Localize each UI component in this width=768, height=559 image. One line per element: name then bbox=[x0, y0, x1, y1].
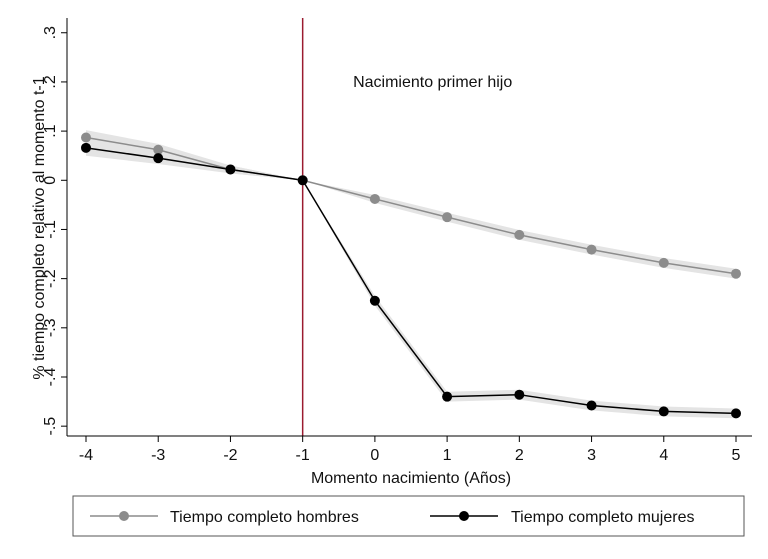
legend-frame bbox=[72, 495, 745, 537]
y-tick-label: -.3 bbox=[42, 318, 59, 337]
legend: Tiempo completo hombres Tiempo completo … bbox=[72, 495, 745, 537]
confidence-band-0 bbox=[86, 130, 736, 279]
y-tick-label: 0 bbox=[42, 176, 59, 185]
data-point bbox=[514, 229, 525, 240]
series-line-0 bbox=[85, 136, 737, 275]
confidence-bands bbox=[86, 130, 736, 419]
data-point bbox=[586, 400, 597, 411]
legend-label-hombres: Tiempo completo hombres bbox=[170, 509, 359, 526]
x-tick-label: 3 bbox=[587, 447, 596, 464]
y-axis-label: % tiempo completo relativo al momento t-… bbox=[31, 76, 48, 379]
data-point bbox=[369, 193, 380, 204]
data-point bbox=[81, 142, 91, 153]
x-tick-label: 0 bbox=[370, 447, 379, 464]
series-line-1 bbox=[85, 147, 737, 415]
data-point bbox=[153, 144, 164, 155]
y-ticks: .3 .2 .1 0 -.1 -.2 -.3 -.4 -.5 bbox=[42, 26, 67, 436]
x-tick-label: -2 bbox=[223, 447, 237, 464]
x-tick-label: -3 bbox=[151, 447, 165, 464]
x-tick-label: -4 bbox=[79, 447, 93, 464]
x-tick-label: 1 bbox=[443, 447, 452, 464]
x-tick-label: 5 bbox=[732, 447, 741, 464]
data-point bbox=[731, 408, 741, 419]
series-lines bbox=[85, 136, 737, 415]
x-axis-label: Momento nacimiento (Años) bbox=[311, 470, 511, 487]
x-tick-label: 2 bbox=[515, 447, 524, 464]
y-tick-label: .3 bbox=[42, 26, 59, 39]
data-point bbox=[658, 406, 669, 417]
x-ticks: -4 -3 -2 -1 0 1 2 3 4 5 bbox=[79, 436, 741, 464]
x-tick-label: -1 bbox=[296, 447, 310, 464]
y-tick-label: -.2 bbox=[42, 269, 59, 288]
y-tick-label: -.4 bbox=[42, 368, 59, 387]
data-point bbox=[442, 212, 453, 223]
x-tick-label: 4 bbox=[659, 447, 668, 464]
y-tick-label: -.5 bbox=[42, 417, 59, 436]
series-points bbox=[81, 132, 741, 419]
annotation: Nacimiento primer hijo bbox=[353, 74, 512, 91]
legend-label-mujeres: Tiempo completo mujeres bbox=[511, 509, 694, 526]
legend-marker-hombres bbox=[119, 511, 129, 521]
data-point bbox=[297, 175, 308, 186]
data-point bbox=[81, 132, 91, 143]
legend-item-mujeres: Tiempo completo mujeres bbox=[430, 509, 694, 526]
data-point bbox=[731, 268, 741, 279]
y-tick-label: .2 bbox=[42, 75, 59, 88]
y-tick-label: .1 bbox=[42, 124, 59, 137]
legend-marker-mujeres bbox=[459, 511, 469, 521]
data-point bbox=[514, 389, 525, 400]
data-point bbox=[658, 257, 669, 268]
data-point bbox=[225, 164, 236, 175]
legend-item-hombres: Tiempo completo hombres bbox=[90, 509, 359, 526]
data-point bbox=[153, 153, 164, 164]
data-point bbox=[442, 391, 453, 402]
y-tick-label: -.1 bbox=[42, 220, 59, 239]
data-point bbox=[369, 295, 380, 306]
data-point bbox=[586, 244, 597, 255]
